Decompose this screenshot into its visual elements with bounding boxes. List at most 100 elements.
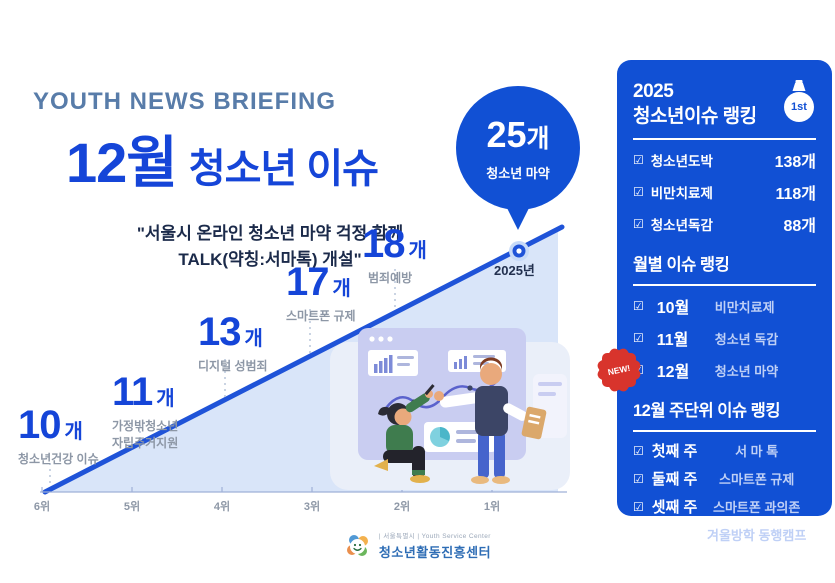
checkbox-icon: ☑	[633, 527, 644, 542]
issue-count: 88개	[783, 218, 816, 236]
point-annotation: 13 개 디지털 성범죄	[198, 310, 268, 374]
monthly-ranking-row: NEW! ☑ 12월 청소년 마약	[595, 347, 816, 394]
issue-count: 138개	[774, 154, 816, 172]
sidebar-title-text: 청소년이슈 랭킹	[633, 105, 757, 127]
callout-value: 25	[486, 114, 527, 155]
point-value: 11	[112, 370, 153, 414]
point-value: 18	[362, 222, 405, 266]
weekly-ranking-row: ☑ 셋째 주 스마트폰 과의존	[633, 496, 816, 517]
divider	[633, 284, 816, 287]
checkbox-icon: ☑	[633, 443, 644, 458]
org-name: 청소년활동진흥센터	[378, 545, 492, 560]
new-badge: NEW!	[595, 347, 643, 394]
point-value: 13	[198, 310, 241, 354]
callout-balloon: 25 개 청소년 마약	[456, 86, 580, 210]
point-value: 10	[18, 403, 61, 447]
week-issue: 스마트폰 과의존	[713, 500, 801, 516]
sidebar-header: 2025 청소년이슈 랭킹 1st	[633, 80, 816, 129]
week-label: 셋째 주	[651, 499, 698, 517]
quote-line-1: "서울시 온라인 청소년 마약 걱정 함께	[136, 224, 404, 243]
weekly-ranking-row: ☑ 첫째 주 서 마 톡	[633, 440, 816, 461]
guide-lines	[49, 269, 396, 486]
headline-quote: "서울시 온라인 청소년 마약 걱정 함께 TALK(약칭:서마톡) 개설"	[50, 221, 490, 272]
week-issue: 서 마 톡	[735, 444, 779, 460]
title-month: 12월	[66, 131, 178, 194]
title-rest: 청소년 이슈	[188, 147, 379, 191]
weekly-ranking-row: ☑ 넷째 주 겨울방학 동행캠프	[633, 524, 816, 545]
month-issue: 비만치료제	[714, 299, 775, 315]
ranking-sidebar: 2025 청소년이슈 랭킹 1st ☑ 청소년도박 138개 ☑ 비만치료제 1…	[595, 60, 832, 544]
point-unit: 개	[244, 328, 263, 350]
checkbox-icon: ☑	[633, 185, 644, 200]
point-annotation: 17 개 스마트폰 규제	[286, 260, 356, 324]
checkbox-icon: ☑	[633, 217, 644, 232]
month-issue: 청소년 마약	[714, 363, 779, 379]
issue-label: 청소년독감	[650, 218, 713, 234]
monthly-ranking-row: ☑ 10월 비만치료제	[633, 294, 816, 318]
week-issue: 겨울방학 동행캠프	[707, 528, 807, 544]
x-label-rank3: 3위	[303, 501, 321, 513]
checkbox-icon: ☑	[633, 471, 644, 486]
quote-line-2: TALK(약칭:서마톡) 개설"	[178, 249, 362, 269]
annual-ranking-row: ☑ 청소년독감 88개	[633, 212, 816, 236]
annual-ranking-row: ☑ 비만치료제 118개	[633, 180, 816, 204]
illustration-people-presentation	[330, 328, 570, 490]
weekly-section-title: 12월 주단위 이슈 랭킹	[633, 402, 781, 421]
week-label: 첫째 주	[651, 443, 698, 461]
org-logo-icon	[346, 534, 368, 556]
week-label: 둘째 주	[651, 471, 698, 489]
annual-ranking-row: ☑ 청소년도박 138개	[633, 148, 816, 172]
point-annotation: 18 개 범죄예방	[362, 222, 427, 286]
org-text: | 서울특별시 | Youth Service Center 청소년활동진흥센터	[379, 530, 491, 561]
point-unit: 개	[408, 240, 427, 262]
kicker-text: YOUTH NEWS BRIEFING	[33, 88, 337, 115]
issue-label: 청소년도박	[650, 154, 713, 170]
point-value: 17	[286, 260, 329, 304]
point-topic-line2: 자립주거지원	[112, 436, 179, 450]
monthly-section-title: 월별 이슈 랭킹	[633, 256, 730, 275]
week-issue: 스마트폰 규제	[718, 472, 795, 488]
issue-label: 비만치료제	[650, 186, 713, 202]
callout-year-label: 2025년	[494, 263, 535, 278]
point-unit: 개	[64, 421, 83, 443]
month-label: 10월	[656, 300, 690, 318]
monthly-ranking-row: ☑ 11월 청소년 독감	[633, 326, 816, 350]
x-label-rank6: 6위	[33, 501, 51, 513]
month-label: 11월	[656, 332, 689, 350]
weekly-ranking-row: ☑ 둘째 주 스마트폰 규제	[633, 468, 816, 489]
point-topic: 가정밖청소년	[112, 419, 179, 433]
footer-logo: | 서울특별시 | Youth Service Center 청소년활동진흥센터	[0, 530, 835, 561]
page-title: 12월 청소년 이슈	[66, 118, 379, 199]
divider	[633, 430, 816, 433]
checkbox-icon: ☑	[633, 299, 644, 314]
month-issue: 청소년 독감	[714, 331, 779, 347]
month-label: 12월	[656, 364, 690, 382]
sidebar-title: 2025 청소년이슈 랭킹	[633, 80, 816, 129]
x-label-rank1: 1위	[483, 501, 501, 513]
week-label: 넷째 주	[651, 527, 698, 545]
data-point-marker	[509, 241, 529, 261]
point-topic: 청소년건강 이슈	[18, 452, 99, 466]
point-unit: 개	[332, 278, 351, 300]
checkbox-icon: ☑	[633, 499, 644, 514]
point-topic: 범죄예방	[368, 271, 413, 285]
x-label-rank2: 2위	[393, 501, 411, 513]
divider	[633, 138, 816, 141]
x-label-rank4: 4위	[213, 501, 231, 513]
checkbox-icon: ☑	[633, 153, 644, 168]
issue-count: 118개	[775, 186, 816, 204]
callout-topic: 청소년 마약	[486, 166, 550, 181]
first-place-medal-icon: 1st	[784, 92, 814, 122]
x-label-rank5: 5위	[123, 501, 141, 513]
checkbox-icon: ☑	[633, 331, 644, 346]
org-subtitle: | 서울특별시 | Youth Service Center	[378, 533, 491, 540]
callout-unit: 개	[526, 125, 550, 153]
point-annotation: 10 개 청소년건강 이슈	[18, 403, 99, 467]
sidebar-title-year: 2025	[633, 81, 674, 102]
point-unit: 개	[156, 388, 175, 410]
point-annotation: 11 개 가정밖청소년 자립주거지원	[112, 370, 178, 451]
point-topic: 스마트폰 규제	[286, 309, 356, 323]
trend-line	[42, 224, 565, 495]
point-topic: 디지털 성범죄	[198, 359, 268, 373]
